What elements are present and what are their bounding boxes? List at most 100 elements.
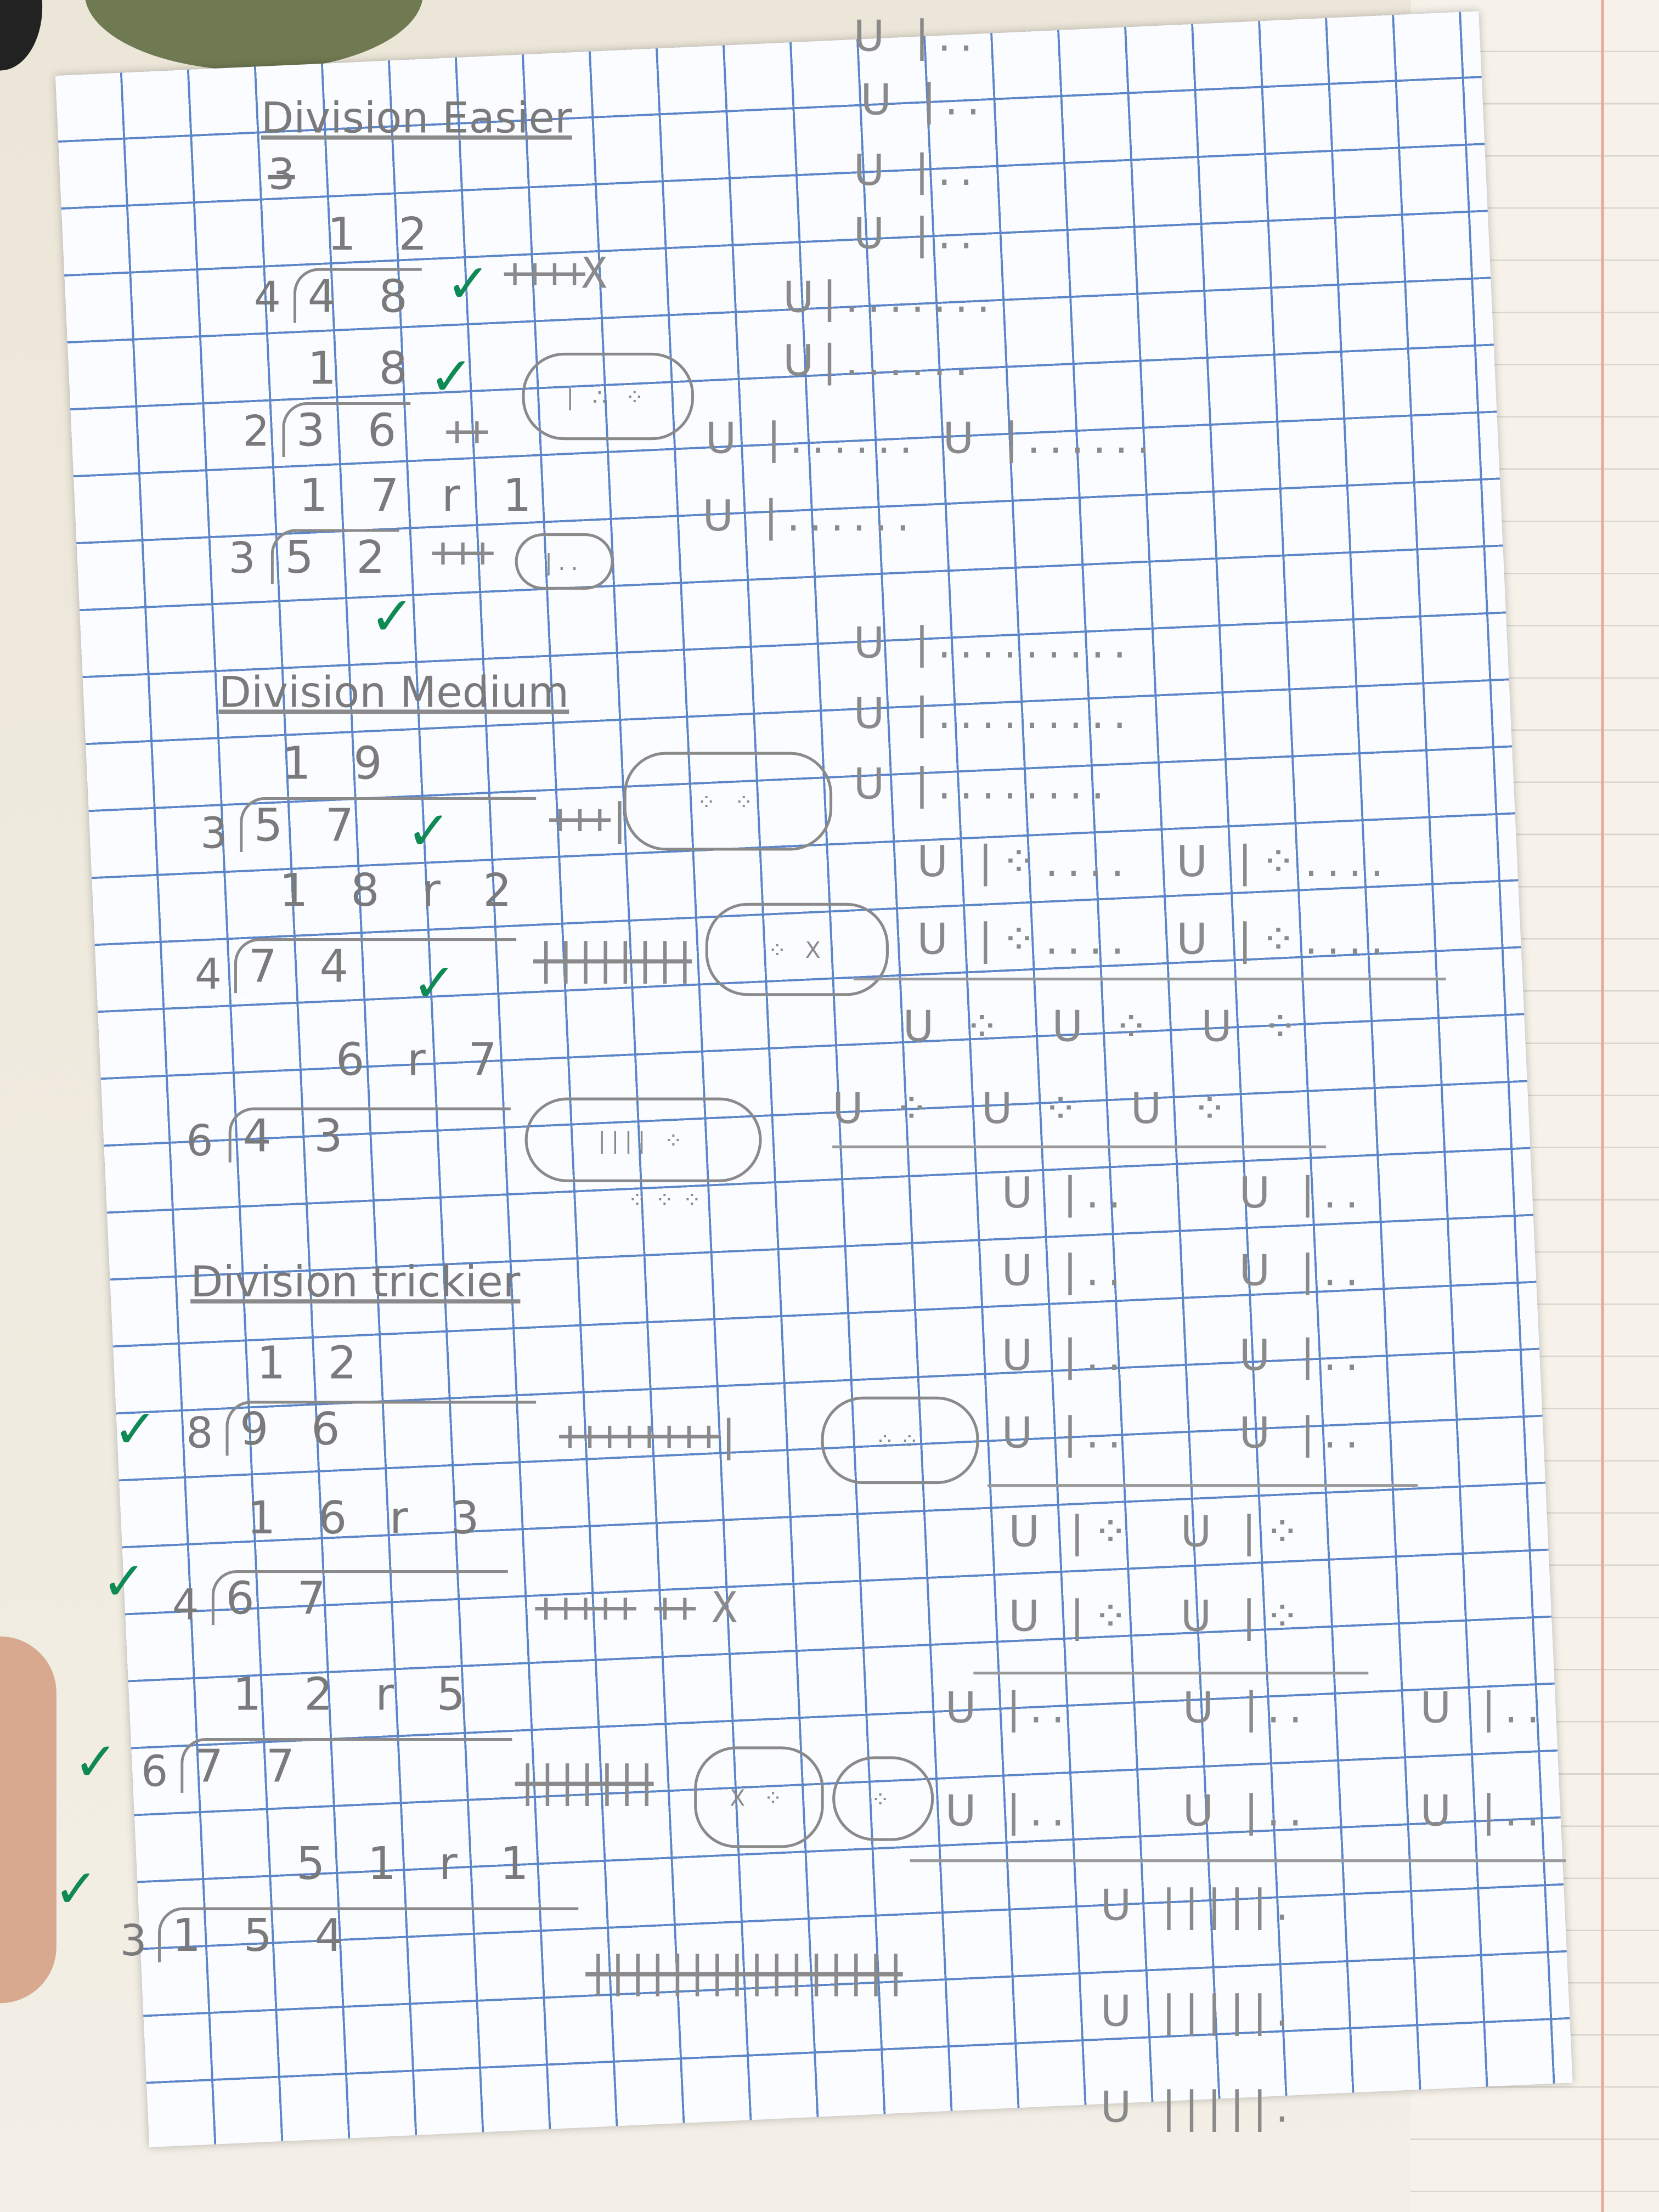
background-pattern	[0, 0, 43, 71]
tally-marks: +++|	[547, 795, 633, 845]
place-value-sketch: U ⁘ U ⁘ U ⁘	[832, 1085, 1236, 1135]
divisor: 8	[186, 1409, 213, 1459]
quotient: 1 2 r 5	[233, 1667, 479, 1722]
dot-group: ⁘⁘⁘	[628, 1186, 710, 1214]
place-value-sketch: U |..	[853, 146, 981, 196]
divider-line	[832, 1145, 1327, 1149]
tally-marks: ||||||||||||||||	[585, 1948, 909, 1998]
divisor: 4	[172, 1581, 199, 1631]
place-value-sketch: U |⁘.... U |⁘....	[917, 838, 1392, 888]
check-mark-icon: ✓	[101, 1550, 147, 1613]
quotient: 1 6 r 3	[246, 1491, 494, 1545]
place-value-sketch: U |..	[860, 76, 989, 126]
check-mark-icon: ✓	[112, 1398, 158, 1460]
tally-marks: +++++ ++ X	[533, 1584, 737, 1634]
tally-marks: ||||||||	[533, 935, 698, 985]
divider-line	[910, 1859, 1566, 1863]
divider-line	[987, 1484, 1418, 1487]
place-value-sketch: U |⁘ U |⁘	[1008, 1593, 1309, 1643]
check-mark-icon: ✓	[406, 799, 452, 862]
place-value-sketch: U |.. U |..	[1001, 1247, 1367, 1297]
section-title: Division Easier	[261, 94, 572, 144]
place-value-sketch: U |.. U |.. U |..	[945, 1787, 1548, 1837]
check-mark-icon: ✓	[428, 345, 474, 408]
finger	[0, 1636, 57, 2004]
place-value-sketch: U |........	[853, 760, 1113, 810]
divisor: 4	[194, 951, 222, 1001]
quotient: 1 8	[307, 341, 422, 395]
dot-group-circle: |..	[515, 533, 614, 590]
place-value-sketch: U |⁘.... U |⁘....	[917, 915, 1392, 965]
dividend: 3 6	[282, 402, 410, 457]
dot-group-circle: ⁘	[832, 1756, 934, 1841]
quotient: 1 2	[256, 1336, 371, 1390]
divisor: 2	[242, 408, 270, 458]
place-value-sketch: U |.........	[853, 690, 1135, 740]
dividend: 1 5 4	[157, 1907, 358, 1962]
divisor: 4	[253, 273, 281, 323]
place-value-sketch: U |.........	[853, 619, 1135, 669]
quotient: 1 7 r 1	[299, 468, 546, 522]
divisor: 6	[141, 1747, 168, 1797]
check-mark-icon: ✓	[369, 585, 415, 648]
division-bracket-line	[355, 1107, 511, 1110]
dividend: 5 2	[270, 529, 399, 584]
divisor: 3	[200, 809, 228, 859]
dot-group-circle: ⁘ X	[705, 902, 889, 996]
tally-marks: ++++X	[502, 250, 607, 300]
margin-line	[1601, 0, 1604, 2212]
section-title: Division Medium	[218, 668, 569, 718]
divider-line	[973, 1672, 1369, 1675]
quotient: 1 8 r 2	[279, 863, 526, 917]
dot-group-circle: |||| ⁘	[524, 1097, 762, 1182]
place-value-sketch: U |||||.	[1100, 2083, 1297, 2133]
check-mark-icon: ✓	[73, 1731, 119, 1793]
divisor: 3	[228, 534, 256, 584]
place-value-sketch: U|......	[783, 337, 977, 387]
crossed-out-number: 3	[268, 151, 295, 201]
division-bracket-line	[307, 1737, 512, 1741]
division-bracket-line	[352, 1907, 579, 1910]
check-mark-icon: ✓	[411, 952, 457, 1014]
place-value-sketch: U |..	[853, 13, 981, 63]
tally-marks: +++	[430, 529, 495, 579]
division-bracket-line	[338, 1570, 508, 1573]
check-mark-icon: ✓	[53, 1858, 99, 1920]
divisor: 6	[186, 1117, 213, 1167]
tally-marks: |||||||	[515, 1757, 659, 1807]
quotient: 1 2	[327, 207, 442, 261]
place-value-sketch: U |.. U |.. U |..	[945, 1684, 1548, 1734]
dividend: 4 8	[293, 268, 422, 323]
tally-marks: ++++++++|	[557, 1412, 742, 1462]
dot-group-circle: | ∴ ⁘	[522, 352, 695, 441]
place-value-sketch: U |......	[702, 492, 918, 542]
dividend: 6 7	[211, 1570, 340, 1625]
place-value-sketch: U|.......	[783, 273, 999, 323]
dividend: 7 7	[180, 1737, 309, 1793]
place-value-sketch: U ⁘ U ⁘ U ⁘	[902, 1003, 1307, 1053]
dividend: 5 7	[240, 797, 368, 852]
place-value-sketch: U |.. U |..	[1001, 1169, 1367, 1219]
section-title: Division trickier	[190, 1258, 521, 1308]
division-bracket-line	[361, 938, 517, 941]
quotient: 5 1 r 1	[296, 1836, 543, 1891]
dot-group-circle: ⁘ ⁘	[623, 752, 833, 851]
place-value-sketch: U |..	[853, 210, 981, 260]
place-value-sketch: U |⁘ U |⁘	[1008, 1508, 1309, 1558]
dot-group-circle: ⁘⁘	[821, 1396, 979, 1485]
place-value-sketch: U |||||.	[1100, 1882, 1297, 1932]
dividend: 7 4	[234, 938, 363, 993]
division-bracket-line	[366, 797, 537, 800]
place-value-sketch: U |.. U |..	[1001, 1409, 1367, 1459]
dot-group-circle: X ⁘	[694, 1746, 824, 1848]
division-bracket-line	[352, 1401, 537, 1404]
dividend: 4 3	[228, 1107, 357, 1163]
place-value-sketch: U |||||.	[1100, 1988, 1297, 2038]
tally-marks: ++	[444, 408, 490, 458]
background-pattern	[84, 0, 424, 71]
quotient: 1 9	[282, 736, 397, 790]
check-mark-icon: ✓	[445, 252, 491, 315]
place-value-sketch: U |...... U |......	[705, 414, 1159, 464]
place-value-sketch: U |.. U |..	[1001, 1331, 1367, 1381]
